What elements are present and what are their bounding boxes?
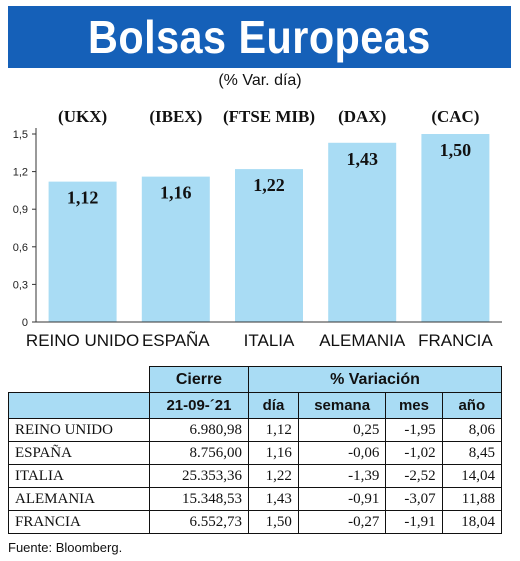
row-dia: 1,16 xyxy=(248,441,299,465)
bar xyxy=(141,176,210,322)
index-code-label: (IBEX) xyxy=(149,107,202,126)
table-corner-cell xyxy=(8,366,150,393)
y-tick-label: 0,3 xyxy=(13,279,28,291)
bar-value-label: 1,43 xyxy=(346,149,378,169)
table-row: REINO UNIDO 6.980,98 1,12 0,25 -1,95 8,0… xyxy=(8,418,503,442)
row-mes: -3,07 xyxy=(385,487,443,511)
row-mes: -1,02 xyxy=(385,441,443,465)
row-name: ESPAÑA xyxy=(8,441,150,465)
index-code-label: (DAX) xyxy=(338,107,386,126)
source-note: Fuente: Bloomberg. xyxy=(8,540,123,555)
column-header-dia: día xyxy=(248,392,299,419)
row-anio: 8,45 xyxy=(441,441,503,465)
bar-value-label: 1,16 xyxy=(160,183,192,203)
row-dia: 1,22 xyxy=(248,464,299,488)
y-tick-label: 1,5 xyxy=(13,129,28,141)
bar-value-label: 1,50 xyxy=(440,140,472,160)
row-name: ITALIA xyxy=(8,464,150,488)
y-tick-label: 0,9 xyxy=(13,204,28,216)
row-semana: 0,25 xyxy=(297,418,387,442)
bar-value-label: 1,12 xyxy=(67,188,99,208)
row-semana: -1,39 xyxy=(297,464,387,488)
category-label: ESPAÑA xyxy=(142,331,210,350)
row-cierre: 25.353,36 xyxy=(148,464,250,488)
row-cierre: 15.348,53 xyxy=(148,487,250,511)
cierre-group-header: Cierre xyxy=(148,366,250,393)
row-dia: 1,43 xyxy=(248,487,299,511)
row-semana: -0,91 xyxy=(297,487,387,511)
market-table: Cierre % Variación 21-09-´21 día semana … xyxy=(8,366,503,534)
bar-value-label: 1,22 xyxy=(253,175,285,195)
title-banner: Bolsas Europeas xyxy=(8,6,511,68)
row-mes: -2,52 xyxy=(385,464,443,488)
category-label: ITALIA xyxy=(244,331,295,350)
row-name: REINO UNIDO xyxy=(8,418,150,442)
row-anio: 14,04 xyxy=(441,464,503,488)
bar xyxy=(235,169,303,322)
bar xyxy=(421,134,490,322)
variacion-group-header: % Variación xyxy=(248,366,502,393)
chart-title: Bolsas Europeas xyxy=(88,11,431,63)
row-anio: 18,04 xyxy=(441,510,503,534)
table-group-header-row: Cierre % Variación xyxy=(8,366,502,393)
bar xyxy=(328,142,397,322)
row-anio: 11,88 xyxy=(441,487,503,511)
table-row: ALEMANIA 15.348,53 1,43 -0,91 -3,07 11,8… xyxy=(8,487,503,511)
index-code-label: (UKX) xyxy=(58,107,107,126)
table-row: ESPAÑA 8.756,00 1,16 -0,06 -1,02 8,45 xyxy=(8,441,503,465)
table-row: FRANCIA 6.552,73 1,50 -0,27 -1,91 18,04 xyxy=(8,510,503,534)
row-anio: 8,06 xyxy=(441,418,503,442)
index-code-label: (FTSE MIB) xyxy=(223,107,315,126)
table-row: ITALIA 25.353,36 1,22 -1,39 -2,52 14,04 xyxy=(8,464,503,488)
row-dia: 1,50 xyxy=(248,510,299,534)
row-cierre: 6.552,73 xyxy=(148,510,250,534)
bar xyxy=(48,181,117,322)
column-header-date: 21-09-´21 xyxy=(148,392,250,419)
row-dia: 1,12 xyxy=(248,418,299,442)
row-mes: -1,95 xyxy=(385,418,443,442)
table-column-header-row: 21-09-´21 día semana mes año xyxy=(8,392,503,419)
column-header-mes: mes xyxy=(385,392,443,419)
y-tick-label: 0,6 xyxy=(13,242,28,254)
y-tick-label: 0 xyxy=(22,317,28,329)
row-cierre: 8.756,00 xyxy=(148,441,250,465)
column-header-anio: año xyxy=(441,392,503,419)
row-semana: -0,27 xyxy=(297,510,387,534)
category-label: REINO UNIDO xyxy=(26,331,139,350)
category-label: FRANCIA xyxy=(418,331,493,350)
table-name-header xyxy=(8,392,150,419)
column-header-semana: semana xyxy=(297,392,387,419)
category-label: ALEMANIA xyxy=(319,331,406,350)
row-name: ALEMANIA xyxy=(8,487,150,511)
index-code-label: (CAC) xyxy=(431,107,479,126)
row-cierre: 6.980,98 xyxy=(148,418,250,442)
chart-subtitle: (% Var. día) xyxy=(218,72,302,89)
row-mes: -1,91 xyxy=(385,510,443,534)
row-name: FRANCIA xyxy=(8,510,150,534)
row-semana: -0,06 xyxy=(297,441,387,465)
bar-chart: 0 0,3 0,6 0,9 1,2 1,5 1,12 (UKX) REINO UNIDO 1,16… xyxy=(13,107,502,350)
y-tick-label: 1,2 xyxy=(13,167,28,179)
